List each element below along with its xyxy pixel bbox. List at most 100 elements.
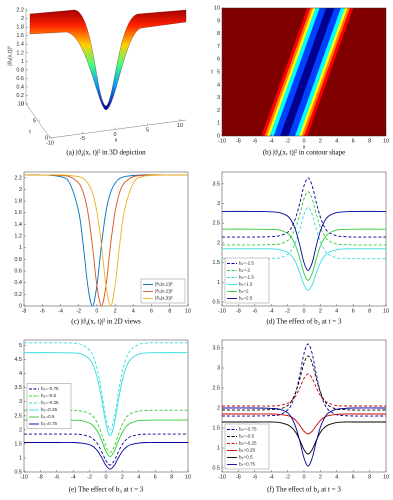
y-tick-label: 3.5 xyxy=(212,345,220,351)
surface-shape xyxy=(29,9,187,111)
y-tick-label: 7 xyxy=(217,44,220,50)
y-tick-label: 3 xyxy=(217,365,220,371)
z-tick-label: 1 xyxy=(21,59,24,65)
legend-label: b₂=2 xyxy=(239,289,249,294)
legend-label: b₃=-0.75 xyxy=(41,386,59,391)
series-line xyxy=(24,174,189,307)
y-tick-label: 5 xyxy=(19,343,22,349)
x-tick-label: 8 xyxy=(368,308,371,314)
series-line xyxy=(23,409,189,453)
series-line xyxy=(221,228,387,281)
y-tick-label: 0.5 xyxy=(14,469,22,475)
x-axis-label: x xyxy=(115,137,118,143)
legend-label: b₂=-2 xyxy=(239,268,251,273)
y-tick-label: 2 xyxy=(217,108,220,114)
y-tick-label: 1.8 xyxy=(14,199,22,205)
z-tick-label: 1.4 xyxy=(16,42,24,48)
series-line xyxy=(222,248,386,291)
x-tick-label: 10 xyxy=(177,123,183,129)
x-tick-label: 10 xyxy=(185,308,191,314)
y-tick-label: 4.5 xyxy=(14,357,22,363)
caption: (c) |ϑ₄(x, t)|² in 2D views xyxy=(71,318,141,326)
x-axis xyxy=(49,119,187,139)
x-tick-label: -6 xyxy=(252,138,257,144)
x-tick-label: -8 xyxy=(22,308,27,314)
x-tick-label: 10 xyxy=(383,308,389,314)
y-tick-label: 0.4 xyxy=(14,280,22,286)
caption: (a) |ϑ₄(x, t)|² in 3D depiction xyxy=(66,149,146,157)
t-tick-label: 5 xyxy=(33,118,36,124)
x-tick-label: 4 xyxy=(335,474,338,480)
series-line xyxy=(23,419,189,458)
y-tick-label: 2.2 xyxy=(14,175,22,181)
x-tick-label: -8 xyxy=(236,474,241,480)
legend-label: b₄=0.5 xyxy=(239,455,253,460)
legend-label: b₃=-0.25 xyxy=(41,400,59,405)
t-tick-label: 10 xyxy=(18,101,24,107)
x-tick-label: -10 xyxy=(20,474,28,480)
legend-label: |ϑ₄(x,3)|² xyxy=(155,296,173,301)
x-tick-label: -8 xyxy=(236,308,241,314)
y-tick-label: 5 xyxy=(217,69,220,75)
z-tick-label: 0.2 xyxy=(16,93,24,99)
x-tick-label: 6 xyxy=(352,308,355,314)
legend-label: b₃=0.75 xyxy=(41,421,57,426)
series-line xyxy=(221,207,387,260)
x-tick-label: 8 xyxy=(368,474,371,480)
z-tick-label: 0 xyxy=(21,101,24,107)
plot-frame xyxy=(23,171,189,307)
x-tick-label: -2 xyxy=(285,138,290,144)
x-tick-label: 6 xyxy=(150,308,153,314)
series-line xyxy=(221,191,387,246)
x-tick-label: 2 xyxy=(319,308,322,314)
x-tick-label: -6 xyxy=(252,308,257,314)
legend-box xyxy=(224,257,270,304)
y-tick-label: 0.8 xyxy=(14,257,22,263)
y-tick-label: 4 xyxy=(19,371,22,377)
x-tick-label: 8 xyxy=(168,308,171,314)
y-tick-label: 0 xyxy=(19,303,22,309)
z-tick-label: 1.6 xyxy=(16,33,24,39)
y-tick-label: 1.2 xyxy=(14,234,22,240)
y-tick-label: 6 xyxy=(217,57,220,63)
legend-label: b₂=-1.5 xyxy=(239,275,254,280)
x-tick-label: 4 xyxy=(132,308,135,314)
series-line xyxy=(222,373,386,407)
x-tick-label: -2 xyxy=(76,308,81,314)
y-tick-label: 2 xyxy=(217,240,220,246)
legend-label: b₃=0.25 xyxy=(41,407,57,412)
y-tick-label: 0.5 xyxy=(212,300,220,306)
y-tick-label: 0.6 xyxy=(14,268,22,274)
y-tick-label: 2.5 xyxy=(212,385,220,391)
y-tick-label: 3 xyxy=(217,95,220,101)
z-tick-label: 1.8 xyxy=(16,25,24,31)
series-line xyxy=(23,442,188,470)
legend-label: b₃=0.5 xyxy=(41,414,55,419)
x-tick-label: 0 xyxy=(302,138,305,144)
z-tick-label: 0.8 xyxy=(16,67,24,73)
x-tick-label: -6 xyxy=(252,474,257,480)
x-tick-label: 2 xyxy=(121,474,124,480)
x-tick-label: 2 xyxy=(114,308,117,314)
y-tick-label: 1 xyxy=(19,245,22,251)
y-tick-label: 4 xyxy=(217,82,220,88)
t-tick-label: 0 xyxy=(45,135,48,141)
z-tick-label: 0.4 xyxy=(16,84,24,90)
x-tick-label: 0 xyxy=(302,474,305,480)
x-axis-label: x xyxy=(303,144,306,150)
y-tick-label: 3 xyxy=(19,399,22,405)
x-tick-label: 6 xyxy=(352,138,355,144)
legend-label: b₄=-0.5 xyxy=(239,434,254,439)
x-tick-label: -5 xyxy=(80,136,85,142)
legend-label: b₃=-0.5 xyxy=(41,393,56,398)
z-tick-label: 0.6 xyxy=(16,76,24,82)
x-tick-label: -10 xyxy=(218,308,226,314)
legend-box xyxy=(26,383,72,429)
y-tick-label: 2.5 xyxy=(14,413,22,419)
x-tick-label: 10 xyxy=(383,138,389,144)
x-tick-label: 10 xyxy=(185,474,191,480)
caption: (d) The effect of b₂ at t = 3 xyxy=(267,318,342,326)
x-tick-label: 0 xyxy=(104,474,107,480)
x-tick-label: 8 xyxy=(368,138,371,144)
